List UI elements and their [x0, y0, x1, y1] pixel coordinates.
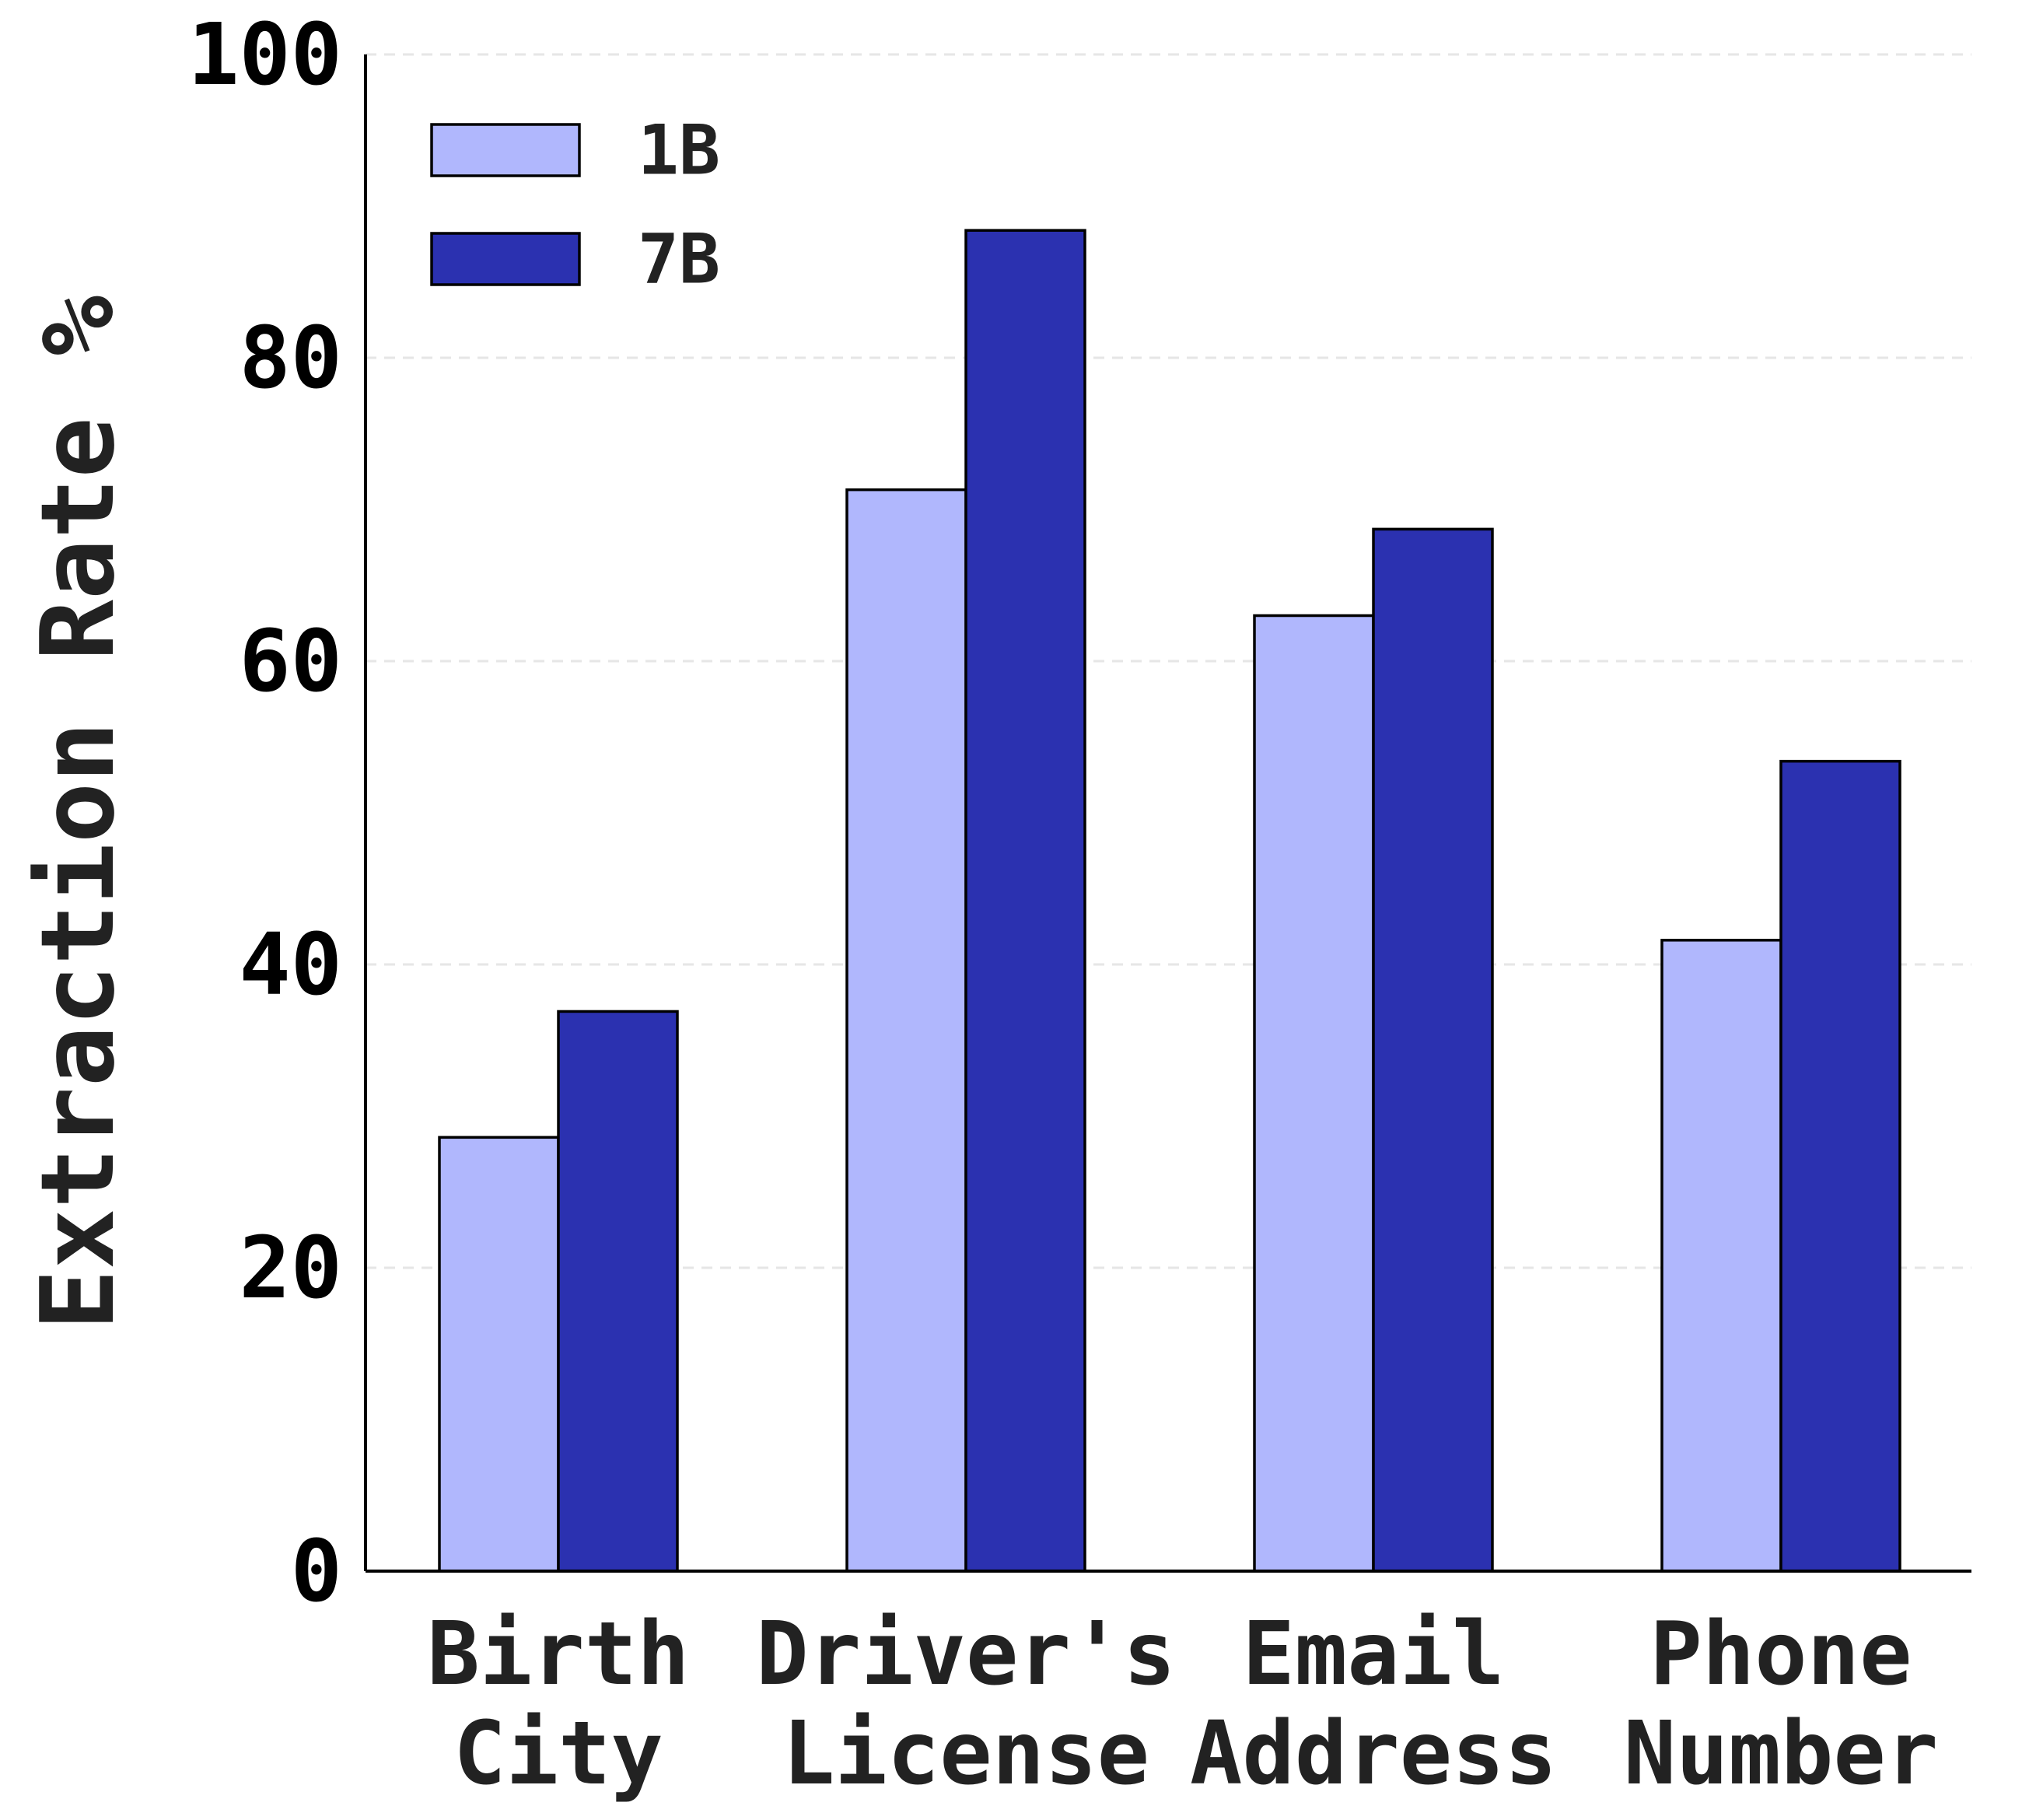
x-tick-label: Email [1242, 1604, 1504, 1705]
x-tick-label: City [453, 1703, 663, 1804]
axes [364, 54, 1971, 1573]
y-tick-label: 100 [187, 5, 342, 104]
x-tick-label: Address [1190, 1703, 1557, 1804]
bar-1B-0 [438, 1136, 560, 1573]
y-tick-label: 80 [240, 308, 342, 408]
legend-swatch-7B [430, 232, 581, 286]
bars [438, 229, 1901, 1573]
bar-1B-2 [1253, 614, 1375, 1573]
bar-1B-1 [845, 488, 967, 1573]
y-tick-label: 60 [240, 611, 342, 711]
y-tick-label: 20 [240, 1218, 342, 1318]
x-tick-label: Birth [427, 1604, 689, 1705]
x-tick-label: Driver's [756, 1604, 1175, 1705]
bar-1B-3 [1660, 939, 1782, 1573]
legend-label-7B: 7B [638, 219, 720, 299]
bar-7B-3 [1779, 759, 1901, 1573]
x-tick-label: Phone [1649, 1604, 1912, 1705]
y-tick-labels: 0 20 40 60 80 100 [187, 5, 342, 1621]
y-axis-label: Extraction Rate % [19, 296, 137, 1331]
x-tick-label: License [782, 1703, 1149, 1804]
bar-7B-2 [1372, 527, 1494, 1573]
x-tick-label: Number [1624, 1703, 1939, 1804]
bar-7B-0 [557, 1010, 679, 1573]
legend-label-1B: 1B [638, 110, 720, 191]
legend-swatch-1B [430, 123, 581, 177]
y-tick-label: 0 [291, 1521, 342, 1621]
y-tick-label: 40 [240, 915, 342, 1014]
bar-7B-1 [964, 229, 1086, 1573]
